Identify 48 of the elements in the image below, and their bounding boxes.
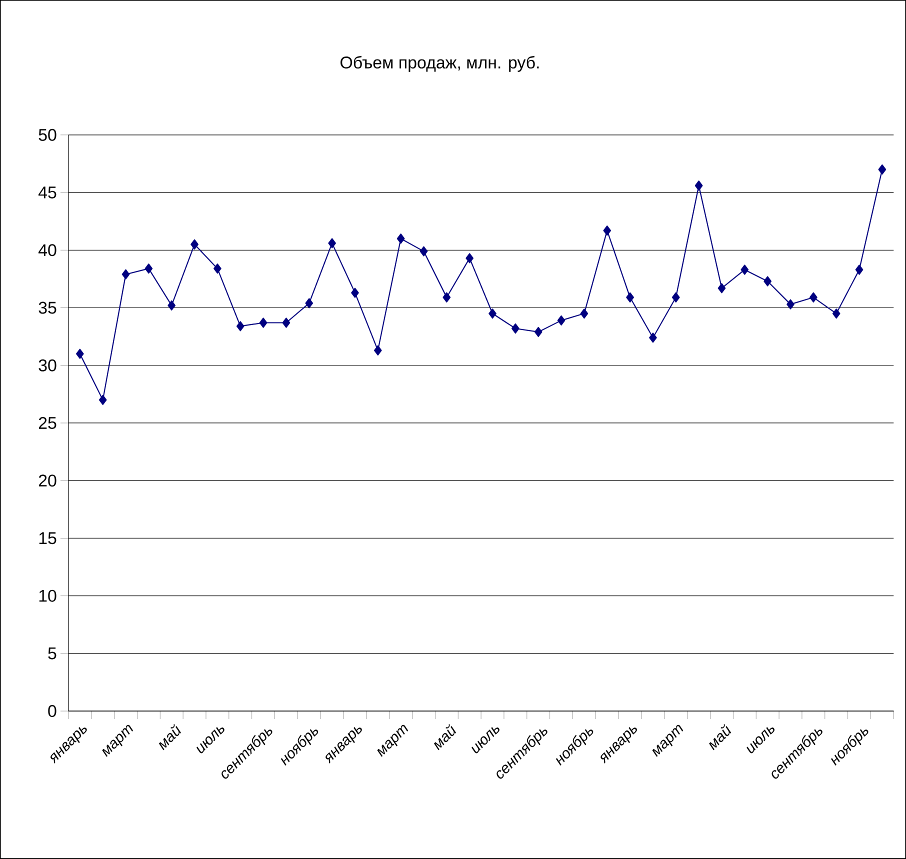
point bbox=[603, 226, 612, 236]
point bbox=[168, 300, 176, 311]
y-tick-label: 5 bbox=[48, 648, 56, 660]
point bbox=[512, 323, 520, 334]
point bbox=[236, 321, 244, 332]
point bbox=[282, 318, 290, 328]
point bbox=[626, 292, 634, 302]
point bbox=[672, 292, 680, 302]
point bbox=[740, 264, 749, 275]
point bbox=[122, 269, 130, 280]
point bbox=[466, 253, 474, 264]
y-tick-label: 50 bbox=[38, 128, 56, 141]
point bbox=[328, 238, 336, 248]
y-tick-label: 40 bbox=[38, 244, 56, 256]
point bbox=[396, 234, 405, 244]
point bbox=[718, 283, 726, 294]
y-tick-label: 35 bbox=[38, 302, 56, 314]
point bbox=[488, 308, 496, 319]
chart-title: Объем продаж, млн. руб. bbox=[340, 56, 539, 72]
y-tick-label: 45 bbox=[38, 186, 56, 198]
point bbox=[420, 246, 428, 256]
y-tick-label: 30 bbox=[38, 359, 56, 372]
point bbox=[144, 264, 153, 274]
point bbox=[786, 299, 794, 310]
point bbox=[764, 276, 772, 286]
point bbox=[259, 318, 268, 328]
point bbox=[442, 292, 451, 302]
point bbox=[580, 308, 588, 319]
y-tick-label: 20 bbox=[38, 474, 56, 487]
point bbox=[855, 264, 864, 275]
point bbox=[649, 332, 657, 343]
y-tick-label: 0 bbox=[48, 705, 56, 718]
point bbox=[351, 288, 359, 298]
point bbox=[557, 315, 566, 326]
point bbox=[832, 308, 840, 319]
point bbox=[98, 394, 107, 405]
point bbox=[694, 180, 703, 191]
point bbox=[878, 164, 886, 175]
point bbox=[374, 345, 382, 356]
point bbox=[214, 264, 222, 274]
point bbox=[76, 348, 84, 359]
point bbox=[305, 298, 314, 308]
y-tick-label: 15 bbox=[39, 532, 56, 544]
point bbox=[534, 326, 542, 338]
point bbox=[810, 292, 818, 302]
y-tick-label: 25 bbox=[38, 416, 56, 429]
y-tick-label: 10 bbox=[39, 590, 56, 602]
point bbox=[190, 239, 198, 250]
